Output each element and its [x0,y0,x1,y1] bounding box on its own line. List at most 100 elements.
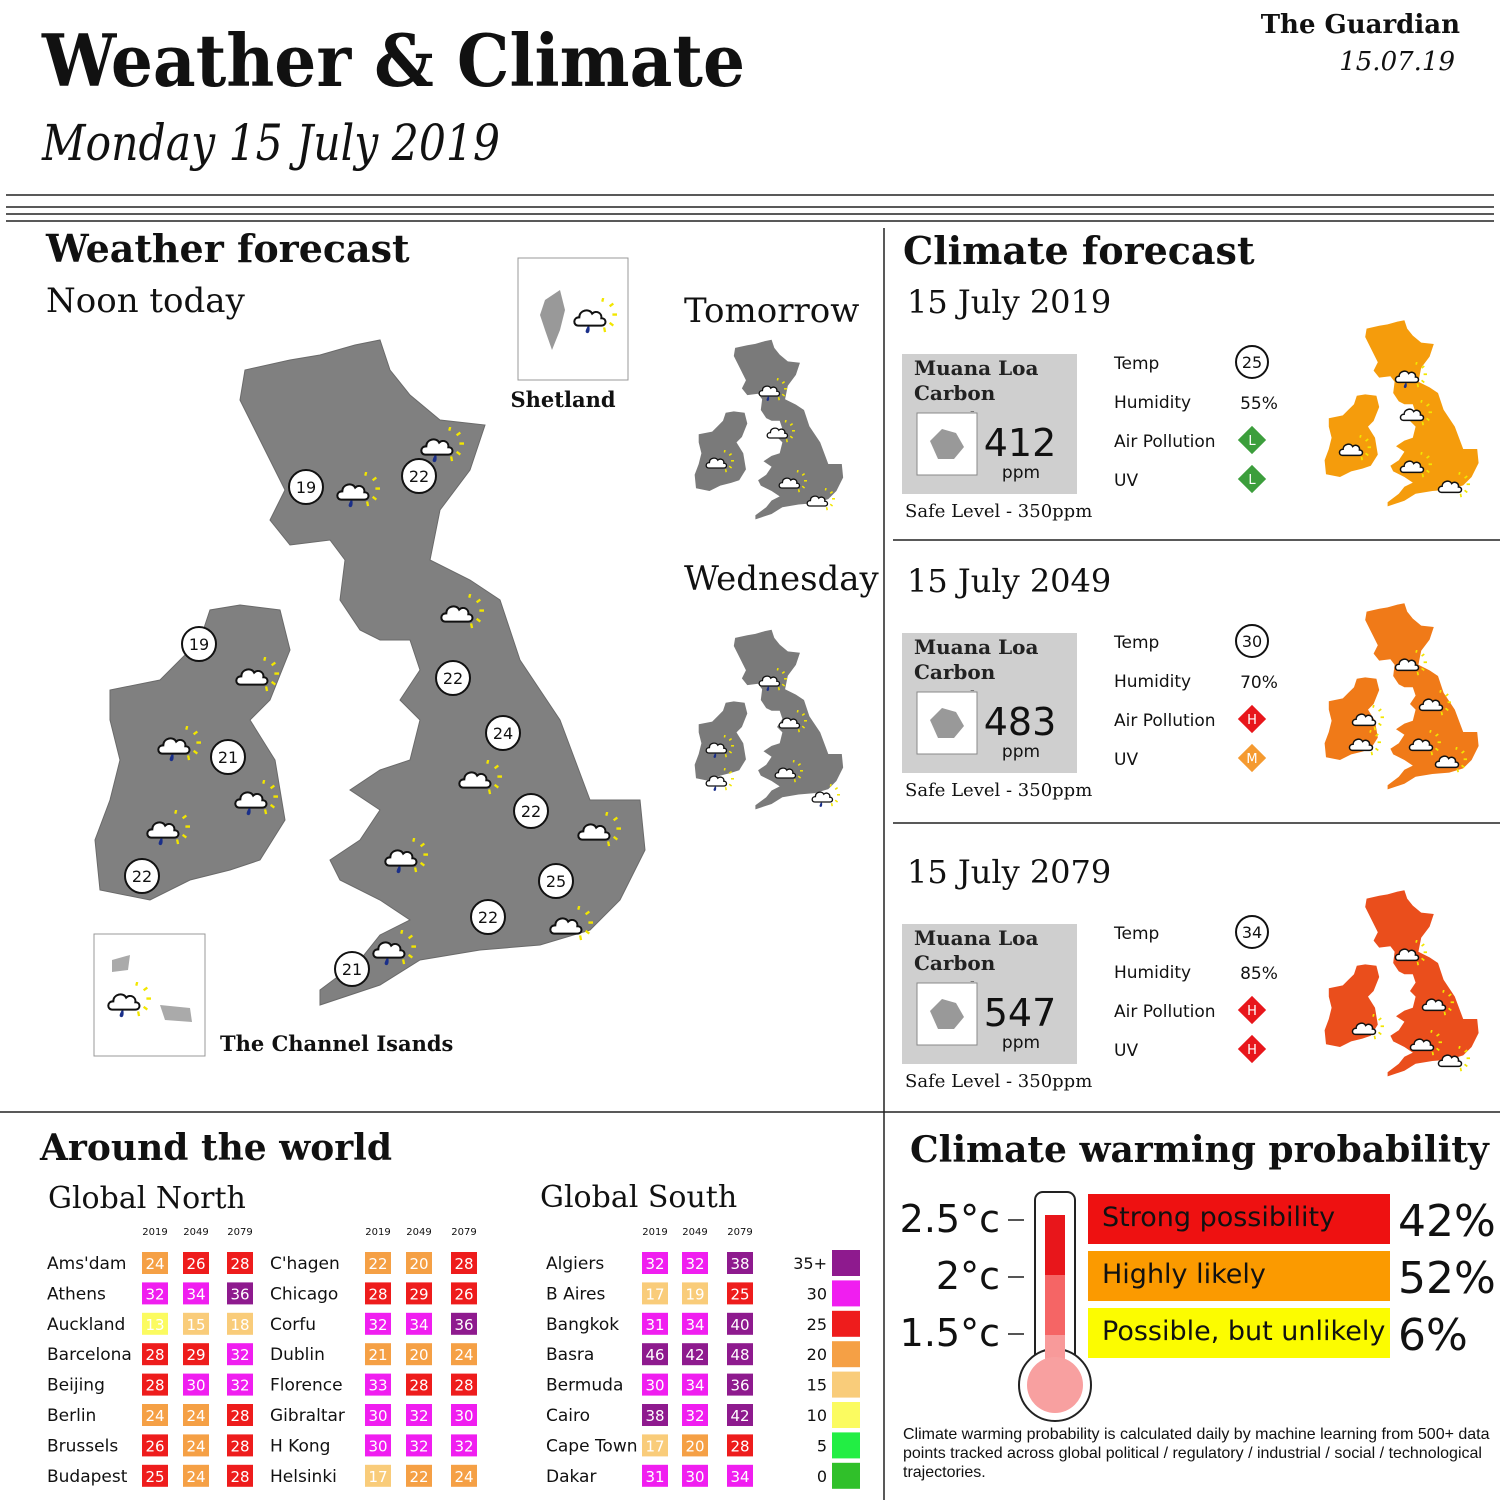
city-name: Algiers [546,1254,604,1274]
scale-swatch [832,1462,860,1489]
temp-badge [401,458,437,494]
city-name: Basra [546,1345,594,1365]
year-label: 2049 [682,1227,707,1238]
temp-cell-value: 24 [145,1255,164,1273]
city-name: Dublin [270,1345,325,1365]
temp-cell-value: 28 [454,1255,473,1273]
temp-threshold: 1.5°c [900,1311,1000,1355]
level-diamond [1237,704,1267,734]
temp-cell [642,1252,668,1274]
carbon-value: 412 [984,421,1057,465]
temp-cell-value: 28 [145,1377,164,1395]
scale-label: 35+ [793,1254,827,1273]
temp-cell [682,1464,708,1487]
temp-badge [538,863,574,899]
temp-cell [142,1252,168,1274]
carbon-label: Muana Loa Carbon count [914,926,1039,982]
temp-cell [142,1404,168,1426]
city-name: Corfu [270,1315,316,1335]
probability-band [1088,1308,1390,1358]
temp-cell [183,1312,209,1335]
temp-value: 22 [521,802,541,821]
year-label: 2079 [727,1227,752,1238]
temp-cell [642,1312,668,1335]
temp-cell-value: 38 [730,1255,749,1273]
city-name: Bangkok [546,1315,619,1335]
year-label: 2019 [365,1227,390,1238]
temp-cell-value: 29 [186,1346,205,1364]
city-name: H Kong [270,1436,330,1456]
temp-cell [727,1282,753,1305]
scale-swatch [832,1402,860,1428]
section-dividers [0,228,1500,1500]
temp-badge [435,660,471,696]
city-name: Bermuda [546,1376,623,1396]
temp-cell [642,1282,668,1305]
city-name: C'hagen [270,1254,340,1274]
inset-label: The Channel Isands [220,1031,453,1056]
temp-cell-value: 30 [645,1377,664,1395]
temp-cell [183,1282,209,1305]
carbon-unit: ppm [1002,1033,1040,1053]
day-label: Wednesday [684,559,880,599]
temp-cell-value: 21 [368,1346,387,1364]
temp-value: 19 [189,635,209,654]
city-name: Athens [47,1284,106,1304]
year-label: 2079 [451,1227,476,1238]
temp-cell [406,1282,432,1305]
temp-cell [406,1252,432,1274]
metric-label: Air Pollution [1114,432,1216,452]
temp-cell [727,1343,753,1366]
temp-cell [183,1343,209,1366]
header-rules [6,194,1494,222]
metric-label: Air Pollution [1114,711,1216,731]
temp-cell-value: 30 [368,1407,387,1425]
page-title: Weather & Climate [41,18,745,103]
temp-cell [227,1282,253,1305]
temp-cell [727,1434,753,1457]
level-letter: M [1246,752,1257,767]
safe-level: Safe Level - 350ppm [905,780,1092,801]
temp-cell [142,1464,168,1487]
temp-cell [365,1252,391,1274]
temp-value: 30 [1242,632,1262,651]
temp-cell-value: 24 [186,1468,205,1486]
hawaii-shape [930,708,964,738]
climate-map [1324,890,1479,1077]
temp-cell-value: 42 [685,1346,704,1364]
temp-cell [365,1464,391,1487]
metric-label: UV [1114,471,1138,491]
temp-cell [183,1464,209,1487]
temp-cell-value: 26 [145,1437,164,1455]
year-label: 2049 [183,1227,208,1238]
year-label: 2019 [642,1227,667,1238]
note-box: Climate warming probability is calculate… [903,1426,1490,1481]
metric-label: UV [1114,1041,1138,1061]
temp-cell-value: 42 [730,1407,749,1425]
temp-cell-value: 32 [685,1407,704,1425]
scale-label: 15 [807,1376,827,1395]
temp-value: 21 [342,960,362,979]
temp-value: 21 [218,748,238,767]
temp-cell [451,1252,477,1274]
carbon-label: Muana Loa Carbon count [914,356,1039,412]
temp-cell-value: 24 [454,1346,473,1364]
temp-cell-value: 22 [409,1468,428,1486]
temp-cell [227,1373,253,1396]
level-diamond [1237,464,1267,494]
temp-threshold: 2°c [936,1254,1000,1298]
temp-cell-value: 17 [368,1468,387,1486]
temp-cell-value: 28 [145,1346,164,1364]
temp-badge [1235,915,1269,949]
temp-cell [727,1373,753,1396]
temp-cell-value: 28 [730,1437,749,1455]
temp-cell-value: 17 [645,1285,664,1303]
probability-label: Highly likely [1102,1259,1266,1290]
temp-cell [642,1373,668,1396]
section-title: Climate forecast [903,228,1255,273]
temp-cell-value: 28 [230,1437,249,1455]
temp-cell-value: 25 [730,1285,749,1303]
city-name: Chicago [270,1284,338,1304]
temp-cell-value: 30 [685,1468,704,1486]
